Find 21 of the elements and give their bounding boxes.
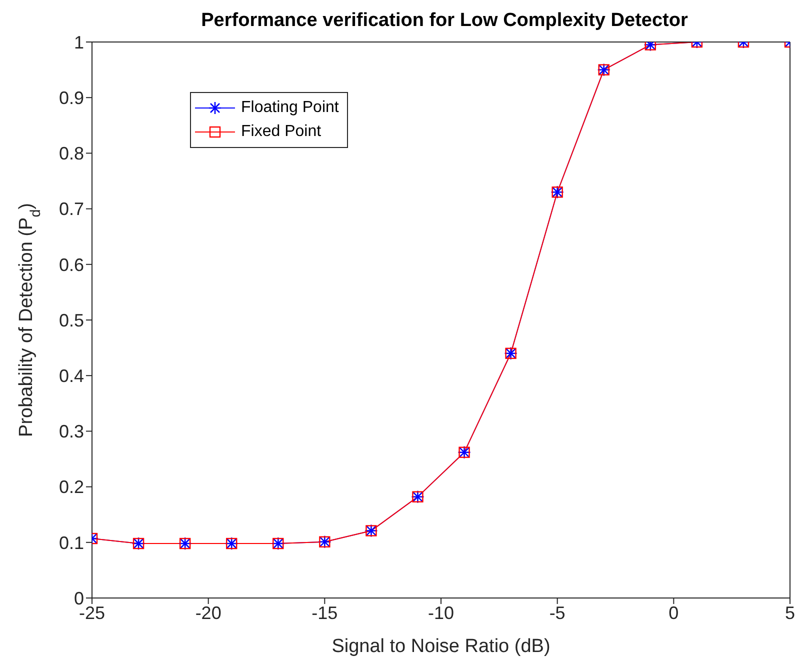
y-tick-label: 0.5 [58,310,84,330]
y-tick-label: 0 [74,588,84,608]
y-tick-label: 0.2 [58,477,84,498]
y-tick-label: 0.6 [58,254,84,275]
x-tick-label: -20 [195,602,222,623]
x-tick-label: 0 [668,602,679,623]
y-tick-label: 0.1 [58,532,84,553]
y-tick-label: 0.9 [58,88,84,108]
chart-title: Performance verification for Low Complexity Detector [200,10,689,32]
x-tick-label: -15 [312,602,338,623]
x-tick-label: -5 [549,602,566,623]
y-tick-label: 0.8 [58,144,84,164]
legend-label: Floating Point [241,99,339,117]
y-tick-label: 0.7 [58,199,84,220]
y-tick-label: 0.3 [58,422,84,442]
x-tick-label: 5 [784,602,796,623]
legend-label: Fixed Point [241,123,322,141]
y-tick-label: 0.4 [58,366,84,386]
x-tick-label: -10 [428,602,454,623]
y-tick-label: 1 [74,32,84,52]
x-axis-title: Signal to Noise Ratio (dB) [332,636,550,657]
